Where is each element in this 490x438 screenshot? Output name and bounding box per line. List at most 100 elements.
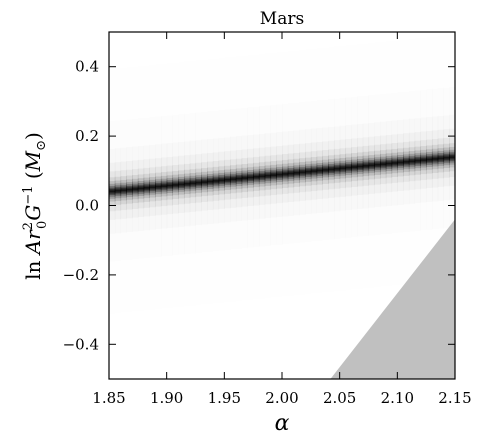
heatmap-column <box>114 170 122 211</box>
heatmap-band <box>380 163 387 166</box>
heatmap-band <box>258 175 266 178</box>
heatmap-column <box>143 167 150 208</box>
heatmap-band <box>264 174 272 177</box>
y-label-M: M <box>21 150 45 172</box>
heatmap-band <box>126 188 133 191</box>
heatmap-band <box>270 174 277 177</box>
y-tick-label: 0.4 <box>75 58 99 76</box>
heatmap-band <box>253 176 260 178</box>
heatmap-band <box>287 172 295 175</box>
heatmap-column <box>293 152 300 193</box>
heatmap-band <box>235 177 243 180</box>
heatmap-band <box>385 162 393 165</box>
heatmap-column <box>183 163 191 204</box>
heatmap-band <box>437 157 445 160</box>
heatmap-column <box>195 162 202 203</box>
heatmap-column <box>160 166 168 207</box>
heatmap-band <box>247 176 254 179</box>
heatmap-column <box>345 147 352 188</box>
x-tick-label: 1.90 <box>150 389 183 407</box>
heatmap-band <box>408 160 416 163</box>
heatmap-column <box>282 154 289 194</box>
heatmap-column <box>137 168 145 209</box>
heatmap-band <box>305 170 312 173</box>
plot-area <box>109 32 455 379</box>
heatmap-band <box>218 179 225 182</box>
heatmap-column <box>247 157 254 198</box>
x-axis-ticks: 1.85 1.90 1.95 2.00 2.05 2.10 2.15 <box>92 32 472 407</box>
heatmap-band <box>109 190 116 193</box>
heatmap-column <box>397 142 404 183</box>
heatmap-band <box>362 165 370 167</box>
heatmap-band <box>224 178 231 181</box>
heatmap-column <box>218 160 225 201</box>
y-label-r-sup: 2 <box>21 222 36 230</box>
heatmap-column <box>420 140 427 181</box>
heatmap-band <box>201 181 208 183</box>
x-tick-label: 1.95 <box>208 389 241 407</box>
heatmap-band <box>172 184 179 186</box>
heatmap-column <box>253 156 260 197</box>
heatmap-band <box>132 188 139 190</box>
heatmap-band <box>299 171 306 174</box>
y-label-G-sup: −1 <box>21 186 36 205</box>
y-label-G: G <box>21 205 45 221</box>
excluded-region <box>330 219 455 379</box>
heatmap-band <box>443 156 450 159</box>
heatmap-band <box>166 184 174 187</box>
heatmap-column <box>212 160 220 201</box>
heatmap-band <box>160 185 168 187</box>
heatmap-column <box>316 150 323 191</box>
heatmap-band <box>351 166 358 168</box>
y-label-unit-open: ( <box>21 171 45 185</box>
heatmap-band <box>189 182 197 185</box>
heatmap-column <box>258 156 266 197</box>
heatmap-band <box>328 168 335 171</box>
heatmap-column <box>230 159 237 200</box>
heatmap-column <box>241 158 248 198</box>
heatmap-column <box>339 148 347 189</box>
heatmap-band <box>356 165 364 168</box>
heatmap-column <box>201 162 208 203</box>
y-label-ln: ln <box>21 254 45 280</box>
heatmap-column <box>437 138 445 179</box>
y-axis-label: ln Ar20G−1 (M⊙) <box>21 132 50 280</box>
heatmap-band <box>293 171 300 174</box>
heatmap-column <box>449 137 455 178</box>
chart-title: Mars <box>260 9 304 29</box>
heatmap-column <box>155 166 162 207</box>
x-tick-label: 1.85 <box>92 389 125 407</box>
y-label-M-sub: ⊙ <box>34 140 49 151</box>
y-tick-label: 0.2 <box>75 127 99 145</box>
heatmap-column <box>374 144 381 185</box>
heatmap-column <box>322 149 329 190</box>
heatmap-column <box>166 165 174 206</box>
y-label-A: A <box>21 240 45 256</box>
heatmap-band <box>120 189 127 192</box>
heatmap-column <box>310 151 318 192</box>
heatmap-column <box>391 143 398 183</box>
heatmap-column <box>333 148 341 189</box>
heatmap-band <box>178 183 185 186</box>
heatmap-band <box>114 189 122 192</box>
heatmap-band <box>397 161 404 164</box>
heatmap-band <box>368 164 375 167</box>
heatmap-band <box>230 178 237 181</box>
heatmap-column <box>443 137 450 178</box>
heatmap-column <box>414 140 421 181</box>
x-tick-label: 2.10 <box>381 389 414 407</box>
x-tick-label: 2.15 <box>438 389 471 407</box>
heatmap-column <box>299 152 306 193</box>
heatmap-column <box>385 143 393 184</box>
x-tick-label: 2.00 <box>265 389 298 407</box>
heatmap-column <box>351 147 358 187</box>
heatmap-band <box>155 185 162 188</box>
likelihood-heatmap <box>109 137 455 212</box>
heatmap-band <box>282 173 289 175</box>
heatmap-band <box>414 159 421 162</box>
heatmap-column <box>235 158 243 199</box>
x-tick-label: 2.05 <box>323 389 356 407</box>
heatmap-column <box>328 149 335 190</box>
heatmap-column <box>380 144 387 185</box>
